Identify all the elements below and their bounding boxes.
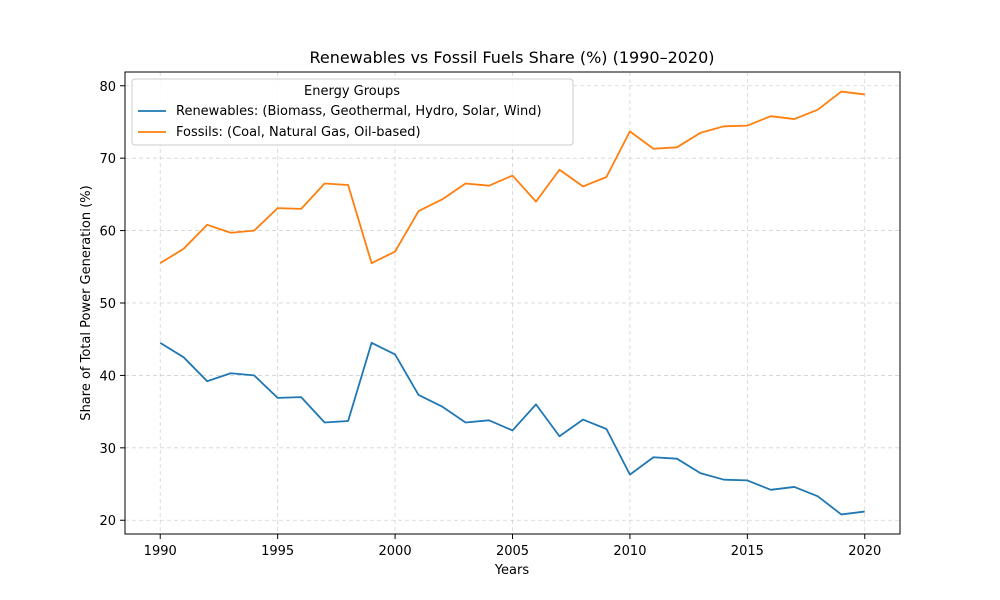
legend-box bbox=[131, 78, 574, 146]
x-tick-label: 2010 bbox=[613, 544, 646, 559]
legend-label-fossils: Fossils: (Coal, Natural Gas, Oil-based) bbox=[176, 125, 421, 140]
x-tick-label: 1995 bbox=[261, 544, 294, 559]
y-axis-ticks: 20 30 40 50 60 70 80 bbox=[99, 80, 125, 529]
legend: Energy Groups Renewables: (Biomass, Geot… bbox=[131, 78, 574, 146]
y-tick-label: 20 bbox=[99, 514, 116, 529]
x-tick-label: 2000 bbox=[379, 544, 412, 559]
x-tick-label: 1990 bbox=[144, 544, 177, 559]
y-tick-label: 80 bbox=[99, 80, 116, 95]
x-axis-label: Years bbox=[494, 563, 530, 578]
legend-label-renewables: Renewables: (Biomass, Geothermal, Hydro,… bbox=[176, 104, 542, 119]
chart-title: Renewables vs Fossil Fuels Share (%) (19… bbox=[309, 48, 714, 67]
legend-title: Energy Groups bbox=[304, 84, 400, 99]
x-tick-label: 2005 bbox=[496, 544, 529, 559]
x-tick-label: 2015 bbox=[731, 544, 764, 559]
series-layer bbox=[159, 90, 865, 516]
y-tick-label: 70 bbox=[99, 152, 116, 167]
y-axis-label: Share of Total Power Generation (%) bbox=[79, 185, 94, 420]
y-tick-label: 30 bbox=[99, 442, 116, 457]
x-tick-label: 2020 bbox=[848, 544, 881, 559]
x-axis-ticks: 1990 1995 2000 2005 2010 2015 2020 bbox=[144, 534, 881, 559]
y-tick-label: 40 bbox=[99, 369, 116, 384]
series-line-renewables bbox=[159, 341, 865, 516]
series-line-fossils bbox=[159, 90, 865, 265]
y-tick-label: 60 bbox=[99, 225, 116, 240]
y-tick-label: 50 bbox=[99, 297, 116, 312]
